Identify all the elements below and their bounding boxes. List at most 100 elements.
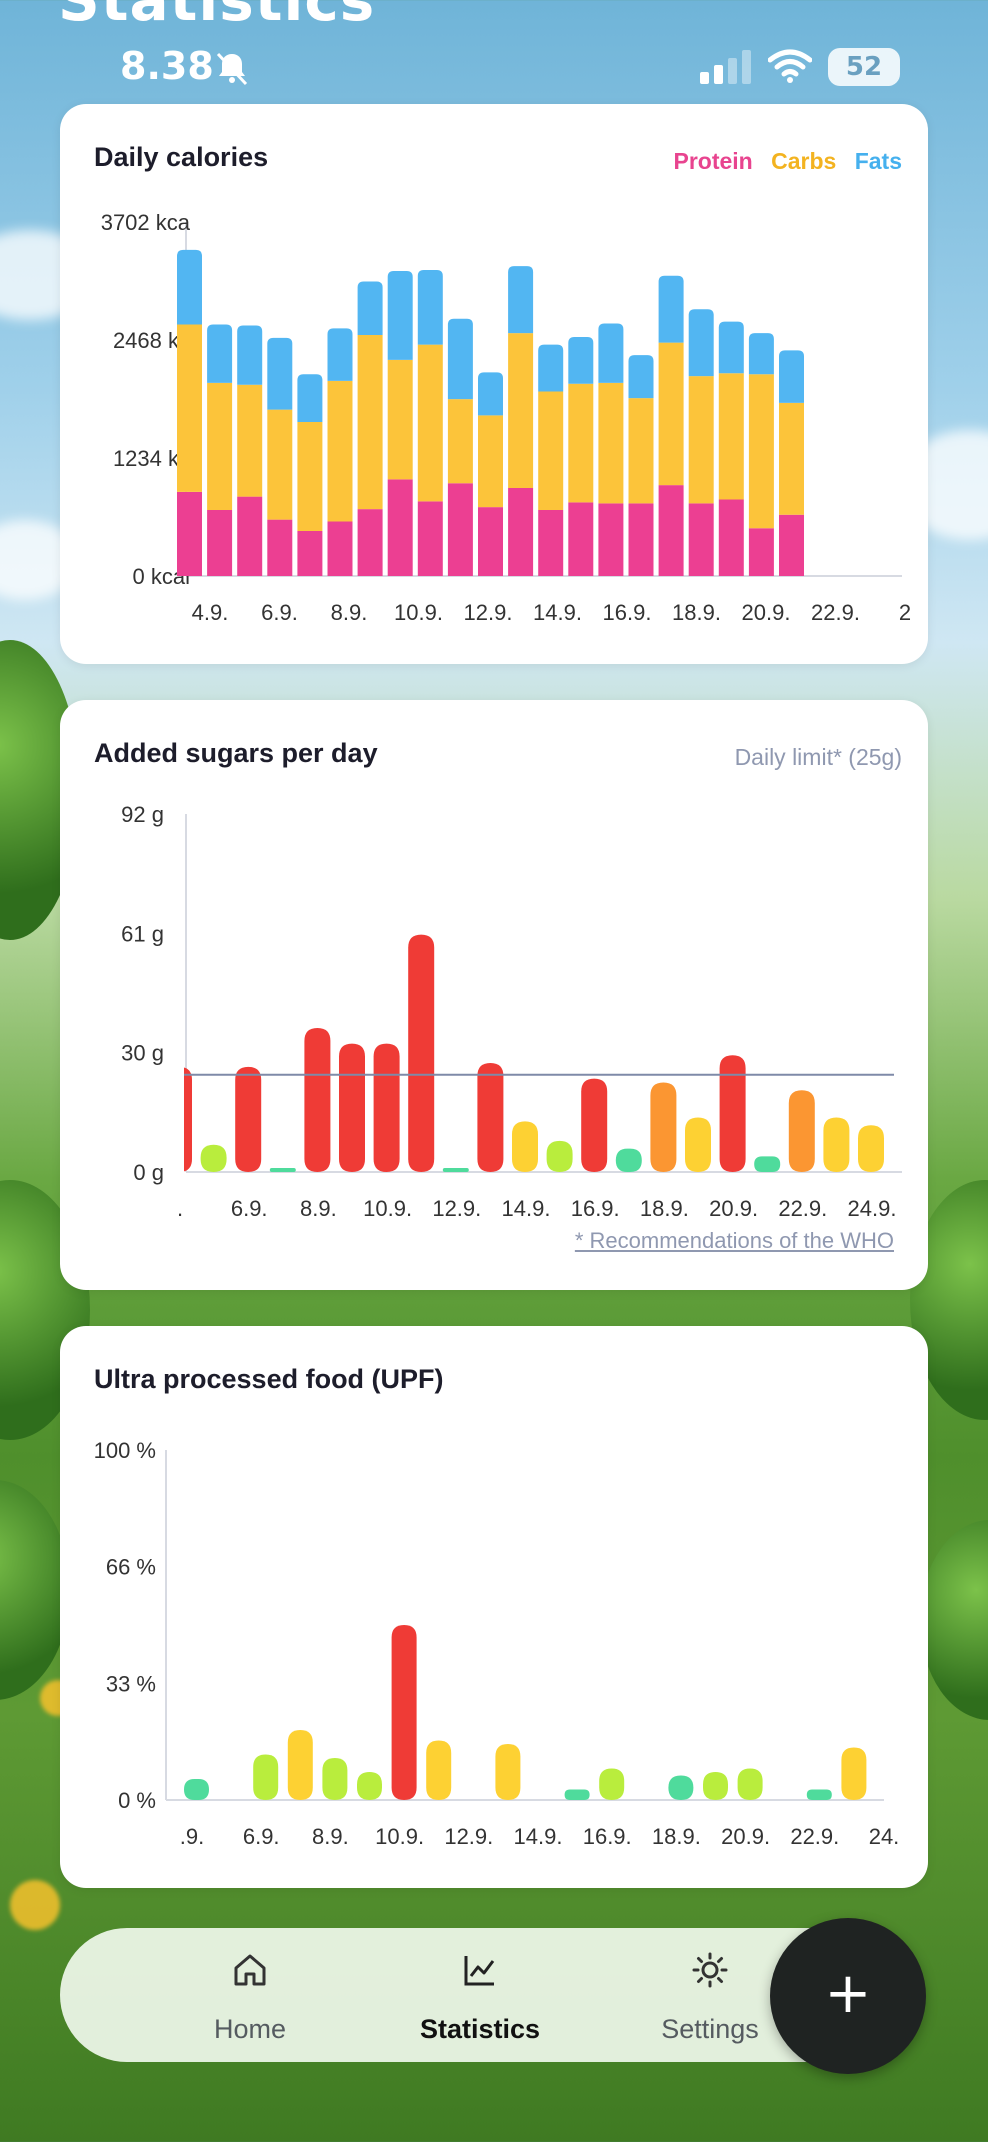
sugars-bar: [269, 1168, 296, 1172]
sugars-bar: [442, 1168, 469, 1172]
calories-bar-fats: [779, 350, 804, 403]
calories-bar-fats: [357, 281, 383, 336]
calories-bar-protein: [237, 496, 263, 576]
calories-legend: Protein Carbs Fats: [661, 148, 902, 175]
sugars-bar: [719, 1055, 746, 1172]
legend-fats[interactable]: Fats: [854, 148, 902, 174]
sugars-bar: [650, 1082, 677, 1172]
calories-bar-carbs: [237, 384, 263, 497]
legend-carbs[interactable]: Carbs: [771, 148, 837, 174]
calories-y-tick-label: 3702 kca: [101, 210, 191, 235]
sugars-bar: [823, 1117, 850, 1172]
calories-bar-protein: [688, 503, 714, 576]
sugars-x-tick-label: 14.9.: [502, 1196, 551, 1221]
calories-bar-carbs: [177, 324, 202, 492]
upf-bar: [564, 1789, 590, 1800]
upf-bar: [322, 1758, 348, 1800]
calories-bar-fats: [508, 266, 534, 334]
calories-x-tick-label: 10.9.: [394, 600, 443, 625]
upf-x-tick-label: .9.: [180, 1824, 204, 1849]
sugars-bar: [512, 1121, 538, 1172]
sugars-bar: [546, 1140, 573, 1172]
sugars-y-tick-label: 0 g: [133, 1160, 164, 1185]
calories-bar-fats: [447, 318, 473, 400]
calories-x-tick-label: 12.9.: [464, 600, 513, 625]
calories-x-tick-label: 18.9.: [672, 600, 721, 625]
upf-x-tick-label: 24.: [869, 1824, 900, 1849]
upf-bar: [391, 1625, 417, 1800]
battery-indicator: 52: [828, 48, 900, 86]
calories-bars: [177, 249, 804, 576]
upf-card: Ultra processed food (UPF) 0 % 33 % 66 % 10…: [60, 1326, 928, 1888]
upf-chart[interactable]: 0 % 33 % 66 % 100 % .9. 6.9. 8.9. 10.9. 12.9. 14.…: [60, 1326, 928, 1888]
upf-bar: [287, 1730, 313, 1800]
legend-protein[interactable]: Protein: [673, 148, 753, 174]
calories-bar-protein: [658, 485, 684, 576]
calories-bar-carbs: [327, 380, 353, 522]
calories-bar-carbs: [447, 399, 473, 484]
sugars-bar: [304, 1028, 331, 1172]
calories-bar-carbs: [267, 409, 293, 520]
calories-bar-fats: [628, 355, 654, 399]
calories-bar-carbs: [688, 376, 714, 504]
who-recommendations-link[interactable]: * Recommendations of the WHO: [574, 1228, 894, 1253]
sugars-bar: [339, 1043, 365, 1172]
sugars-bar: [373, 1043, 400, 1172]
calories-bar-protein: [748, 528, 774, 576]
upf-y-tick-label: 33 %: [106, 1671, 156, 1696]
calories-bar-fats: [658, 275, 684, 343]
calories-bar-protein: [718, 499, 744, 576]
added-sugars-card: Added sugars per day Daily limit* (25g) …: [60, 700, 928, 1290]
calories-x-tick-label: 14.9.: [533, 600, 582, 625]
calories-bar-protein: [177, 491, 202, 576]
chart-line-icon: [464, 1956, 495, 1986]
sugars-bar: [200, 1144, 227, 1172]
calories-bar-carbs: [538, 391, 564, 511]
calories-bar-fats: [387, 270, 413, 360]
sugars-bar: [581, 1078, 608, 1172]
nav-statistics-label: Statistics: [419, 2014, 541, 2044]
home-icon: [234, 1954, 266, 1986]
calories-bar-fats: [267, 337, 293, 410]
upf-y-tick-label: 0 %: [118, 1788, 156, 1813]
nav-settings[interactable]: Settings: [610, 1928, 810, 2062]
upf-bar: [703, 1772, 728, 1800]
upf-x-tick-label: 6.9.: [243, 1824, 280, 1849]
calories-x-tick-label: 4.9.: [192, 600, 229, 625]
bottom-navigation: Home Statistics Settings: [60, 1928, 880, 2062]
calories-bar-carbs: [207, 382, 233, 511]
added-sugars-chart[interactable]: 0 g 30 g 61 g 92 g. 6.9. 8.9. 10.9. 12.9. 14.9. 1…: [60, 700, 928, 1290]
calories-bar-protein: [267, 519, 293, 576]
calories-bar-protein: [598, 503, 624, 576]
nav-settings-label: Settings: [661, 2014, 759, 2044]
sugars-bars: [184, 934, 884, 1172]
sugars-x-tick-label: 18.9.: [640, 1196, 689, 1221]
sugars-bar: [788, 1090, 815, 1172]
upf-x-tick-label: 14.9.: [514, 1824, 563, 1849]
calories-bar-carbs: [387, 359, 413, 480]
sugars-bar: [615, 1148, 642, 1172]
calories-x-tick-label: 2: [899, 600, 911, 625]
calories-bar-fats: [177, 249, 202, 325]
sun-settings-icon: [692, 1952, 728, 1988]
nav-home[interactable]: Home: [150, 1928, 350, 2062]
upf-bar: [426, 1740, 452, 1800]
daily-limit-note: Daily limit* (25g): [734, 744, 902, 770]
nav-statistics[interactable]: Statistics: [380, 1928, 580, 2062]
calories-bar-protein: [357, 509, 383, 576]
calories-bar-carbs: [628, 398, 654, 504]
calories-bar-fats: [748, 333, 774, 375]
calories-bar-carbs: [748, 374, 774, 529]
sugars-y-tick-label: 61 g: [121, 921, 164, 946]
sugars-bar: [754, 1156, 781, 1172]
added-sugars-title: Added sugars per day: [94, 738, 378, 768]
calories-bar-fats: [478, 372, 503, 416]
nav-home-label: Home: [213, 2014, 287, 2044]
sugars-x-tick-label: 10.9.: [363, 1196, 412, 1221]
upf-x-tick-label: 20.9.: [721, 1824, 770, 1849]
bell-muted-icon: [216, 52, 248, 86]
calories-bar-protein: [478, 507, 503, 576]
calories-bar-protein: [417, 501, 443, 576]
add-entry-button[interactable]: +: [770, 1918, 926, 2074]
